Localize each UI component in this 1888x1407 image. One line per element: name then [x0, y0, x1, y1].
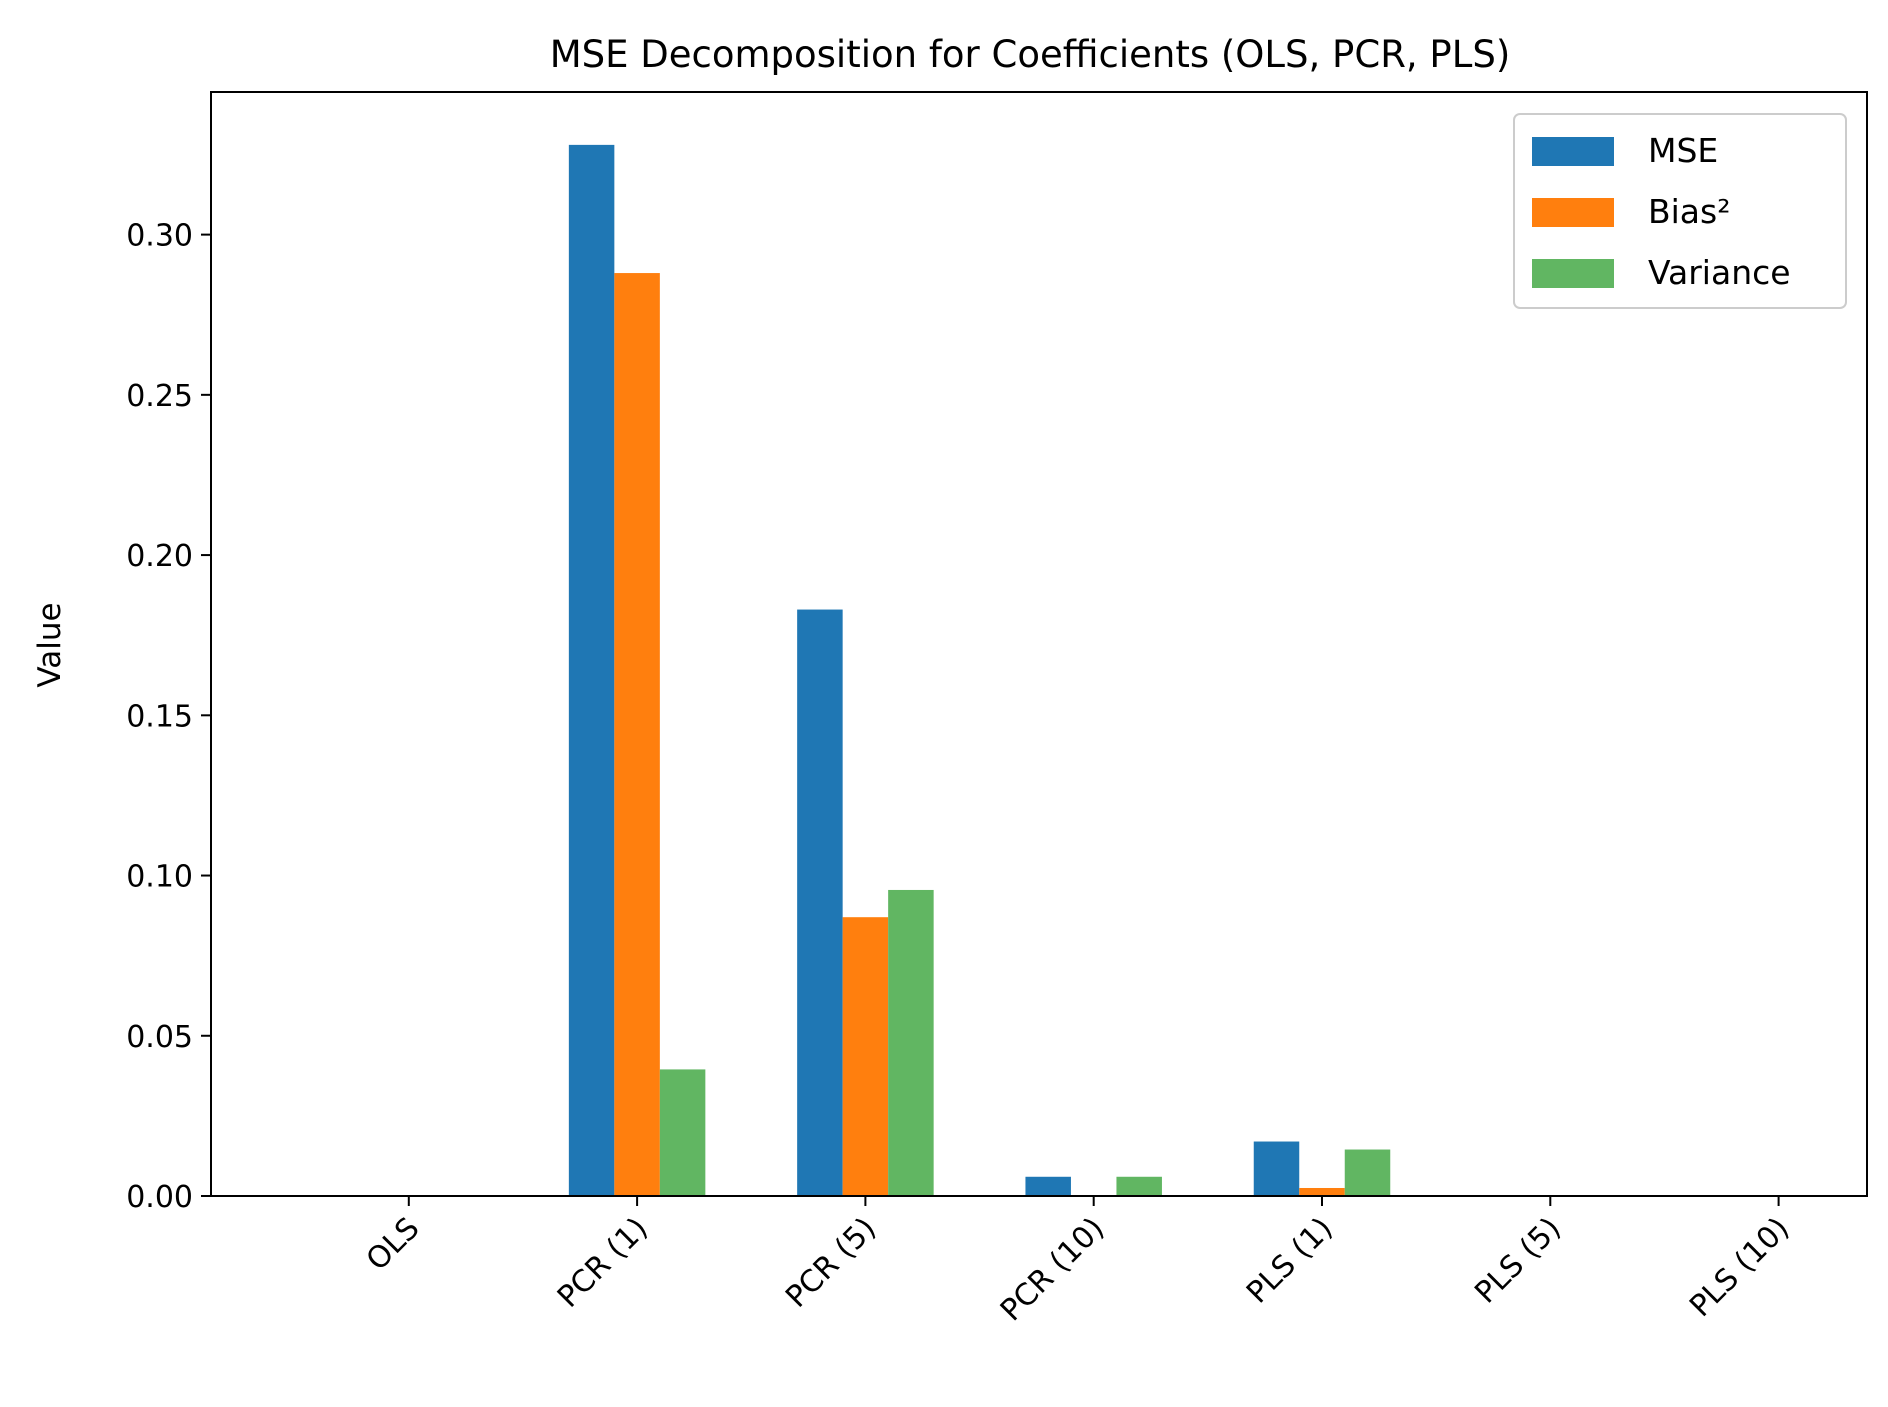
y-tick-label: 0.00 [126, 1180, 193, 1215]
legend-label: Bias² [1648, 192, 1730, 231]
x-tick-label: PCR (5) [779, 1211, 883, 1315]
y-tick-label: 0.10 [126, 860, 193, 895]
x-tick-label: PCR (10) [994, 1211, 1111, 1328]
legend-label: MSE [1648, 131, 1718, 170]
y-axis-label: Value [32, 602, 68, 687]
y-axis-ticks: 0.00 0.05 0.10 0.15 0.20 0.25 0.30 [126, 219, 211, 1215]
y-tick-label: 0.30 [126, 219, 193, 254]
legend-swatch [1532, 259, 1614, 288]
bar-mse-4 [1253, 1141, 1300, 1196]
y-tick-label: 0.05 [126, 1020, 193, 1055]
x-tick-label: PLS (5) [1468, 1211, 1568, 1311]
bar-mse-3 [1025, 1176, 1071, 1196]
x-tick-label: PCR (1) [551, 1211, 655, 1315]
x-tick-label: PLS (1) [1240, 1211, 1340, 1311]
x-tick-label: PLS (10) [1683, 1211, 1796, 1324]
bar-variance-3 [1116, 1176, 1162, 1196]
legend-swatch [1532, 198, 1614, 227]
legend-swatch [1532, 137, 1614, 166]
bar-variance-1 [659, 1069, 706, 1196]
bar-bias-4 [1299, 1187, 1345, 1196]
bar-variance-2 [888, 889, 934, 1196]
x-tick-label: OLS [360, 1211, 427, 1278]
x-axis-ticks: OLS PCR (1) PCR (5) PCR (10) PLS (1) PLS (5) P… [360, 1196, 1796, 1328]
plot-frame [210, 91, 1868, 1197]
bar-variance-4 [1344, 1149, 1391, 1196]
bars [568, 144, 1391, 1197]
chart-title: MSE Decomposition for Coefficients (OLS,… [550, 33, 1511, 76]
y-tick-label: 0.20 [126, 539, 193, 574]
bar-mse-1 [568, 144, 615, 1197]
legend-label: Variance [1648, 253, 1791, 292]
bar-bias-2 [842, 917, 889, 1196]
bar-bias-1 [614, 273, 660, 1197]
y-tick-label: 0.15 [126, 699, 193, 734]
legend: MSE Bias² Variance [1513, 113, 1847, 309]
bar-mse-2 [797, 609, 843, 1196]
y-tick-label: 0.25 [126, 379, 193, 414]
